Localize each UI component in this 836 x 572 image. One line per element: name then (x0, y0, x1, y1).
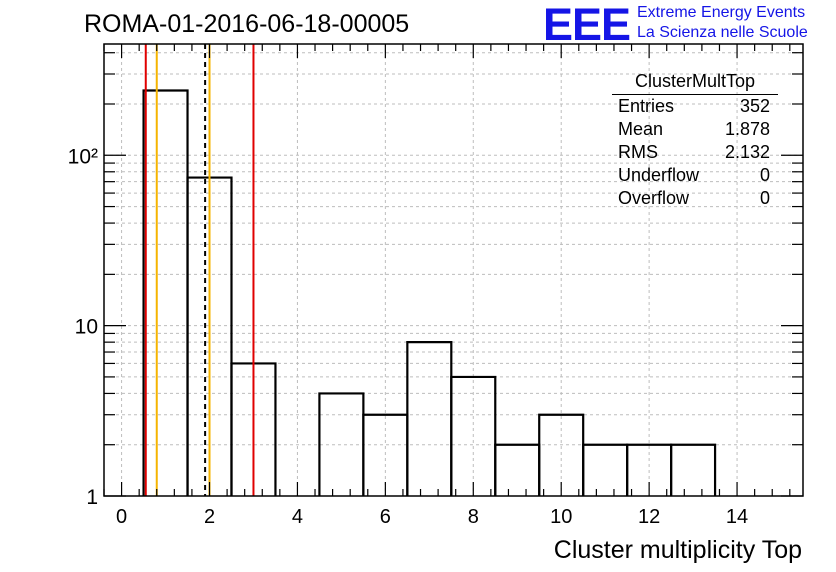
x-tick-label: 6 (380, 506, 391, 528)
stat-label: Entries (618, 96, 675, 116)
stat-value: 1.878 (724, 119, 770, 139)
histogram-bin (142, 89, 189, 496)
stat-value: 352 (739, 96, 770, 116)
x-tick-label: 2 (204, 506, 215, 528)
stat-row-entries: Entries 352 (612, 95, 778, 118)
axes (103, 43, 804, 497)
histogram-bin (494, 443, 541, 496)
chart-title: ROMA-01-2016-06-18-00005 (84, 10, 410, 38)
histogram-bars (142, 89, 717, 496)
y-tick-label: 1 (86, 486, 98, 509)
x-tick-label: 8 (468, 506, 479, 528)
logo-line-2: La Scienza nelle Scuole (637, 24, 808, 41)
stat-label: RMS (618, 142, 658, 162)
x-tick-label: 0 (116, 506, 127, 528)
histogram-bin (406, 341, 453, 496)
stat-label: Mean (618, 119, 664, 139)
plot-frame (103, 43, 804, 497)
stat-label: Underflow (618, 165, 700, 185)
stat-row-mean: Mean 1.878 (612, 118, 778, 141)
histogram-bin (582, 443, 629, 496)
stat-label: Overflow (618, 188, 690, 208)
stats-title: ClusterMultTop (612, 70, 778, 95)
stat-row-underflow: Underflow 0 (612, 164, 778, 187)
stats-box: ClusterMultTop Entries 352 Mean 1.878 RM… (612, 70, 778, 210)
eee-logo: EEE (543, 0, 631, 50)
grid-layer (104, 44, 803, 496)
x-tick-label: 10 (550, 506, 572, 528)
x-axis-label: Cluster multiplicity Top (553, 536, 802, 564)
stat-value: 0 (759, 188, 770, 208)
y-tick-label: 10 (75, 316, 98, 339)
logo-line-1: Extreme Energy Events (637, 4, 806, 21)
x-tick-label: 14 (726, 506, 748, 528)
stat-value: 0 (759, 165, 770, 185)
stat-value: 2.132 (724, 142, 770, 162)
ticks: 0 2 4 6 8 10 12 14 1 10 10² (68, 44, 803, 528)
histogram-bin (670, 443, 717, 496)
marker-lines (144, 44, 255, 496)
histogram-bin (450, 375, 497, 496)
stat-row-rms: RMS 2.132 (612, 141, 778, 164)
y-tick-label: 10² (68, 145, 98, 168)
x-tick-label: 4 (292, 506, 303, 528)
x-tick-label: 12 (638, 506, 660, 528)
stat-row-overflow: Overflow 0 (612, 187, 778, 210)
